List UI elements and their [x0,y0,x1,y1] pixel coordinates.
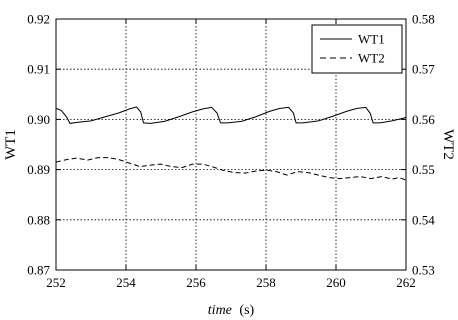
y-right-tick-label: 0.55 [412,162,435,177]
x-tick-label: 258 [256,275,276,290]
y-left-tick-label: 0.90 [27,112,50,127]
y-right-tick-label: 0.57 [412,62,435,77]
x-axis-label: time (s) [208,303,255,318]
x-axis-label-name: time [208,303,232,318]
y-left-tick-label: 0.91 [27,62,50,77]
series-line-wt1 [55,106,407,124]
x-tick-label: 260 [326,275,346,290]
x-tick-label: 254 [116,275,136,290]
series-line-wt2 [55,157,407,181]
y-right-tick-label: 0.58 [412,12,435,27]
y-axis-right-label: WT2 [440,129,456,160]
x-tick-label: 252 [46,275,66,290]
y-axis-left-label: WT1 [3,129,19,160]
y-left-tick-label: 0.92 [27,12,50,27]
y-left-tick-label: 0.87 [27,263,50,278]
y-right-tick-label: 0.53 [412,263,435,278]
x-tick-label: 256 [186,275,206,290]
y-left-tick-label: 0.89 [27,162,50,177]
series-lines [55,106,407,181]
plot-frame [55,18,407,271]
y-right-tick-label: 0.54 [412,212,435,227]
legend-label-wt1: WT1 [358,32,385,47]
x-tick-label: 262 [396,275,416,290]
legend: WT1 WT2 [311,24,403,74]
y-left-tick-label: 0.88 [27,212,50,227]
y-right-tick-label: 0.56 [412,112,435,127]
legend-label-wt2: WT2 [358,51,385,66]
axis-ticks [55,18,407,271]
legend-box [311,24,403,74]
x-axis-label-unit: (s) [239,303,254,318]
tick-labels: 252 254 256 258 260 262 0.87 0.88 0.89 0.90 0.91 0.… [27,12,435,291]
